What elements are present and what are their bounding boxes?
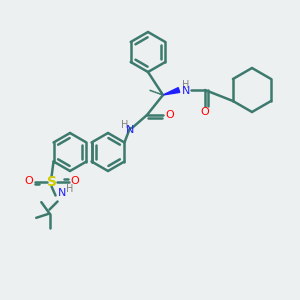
- Text: N: N: [126, 125, 134, 135]
- Text: H: H: [182, 80, 190, 90]
- Text: O: O: [24, 176, 33, 187]
- Text: O: O: [166, 110, 174, 120]
- Text: H: H: [121, 120, 129, 130]
- Text: N: N: [182, 86, 190, 96]
- Text: O: O: [201, 107, 209, 117]
- Text: S: S: [46, 175, 56, 188]
- Text: N: N: [58, 188, 67, 199]
- Text: O: O: [70, 176, 79, 187]
- Text: H: H: [66, 184, 73, 194]
- Polygon shape: [163, 88, 180, 95]
